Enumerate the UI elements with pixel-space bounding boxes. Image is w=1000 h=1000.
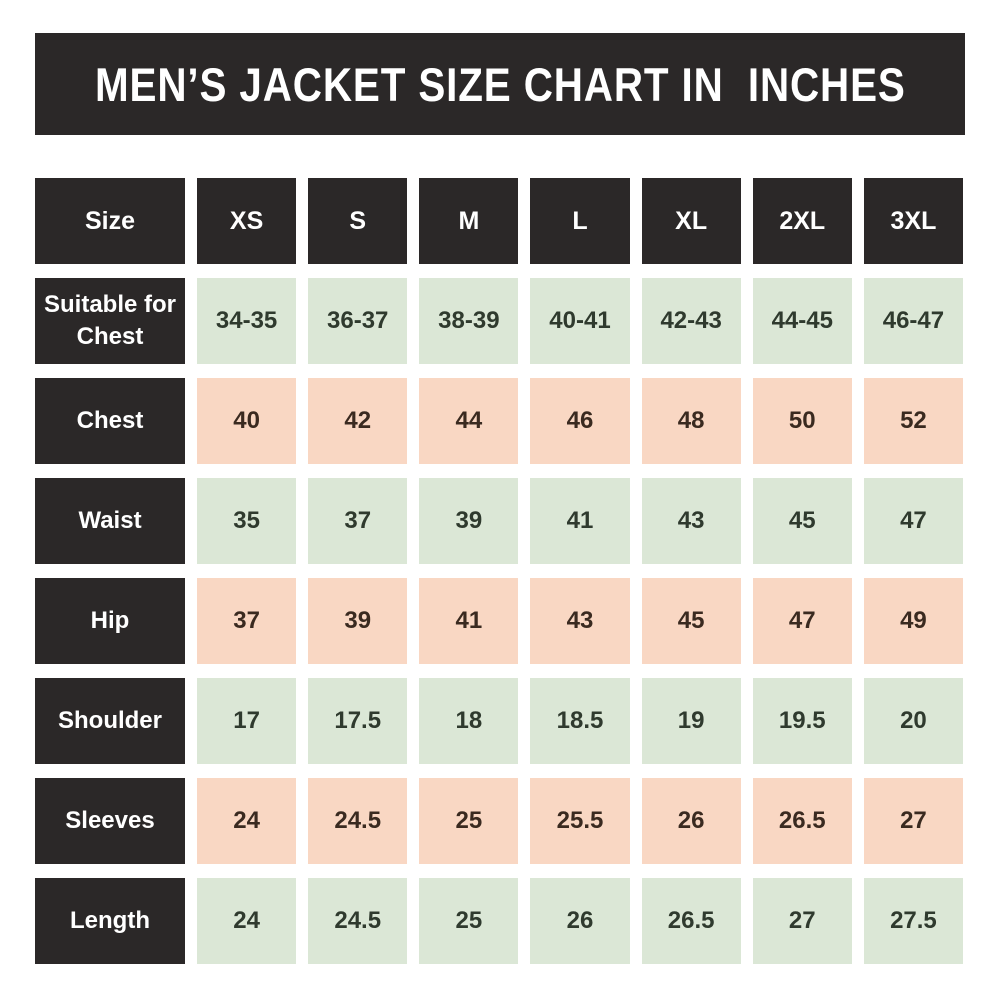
data-cell: 17.5 [308, 678, 408, 764]
data-cell: 18.5 [530, 678, 630, 764]
data-cell: 39 [308, 578, 408, 664]
data-cell: 49 [863, 578, 963, 664]
data-cell: 45 [752, 478, 852, 564]
column-header-xl: XL [641, 178, 741, 264]
row-label-length: Length [35, 878, 185, 964]
data-cell: 37 [197, 578, 297, 664]
data-cell: 27 [752, 878, 852, 964]
data-cell: 36-37 [308, 278, 408, 364]
data-cell: 48 [641, 378, 741, 464]
data-cell: 25 [419, 778, 519, 864]
data-cell: 25 [419, 878, 519, 964]
data-cell: 27 [863, 778, 963, 864]
data-cell: 45 [641, 578, 741, 664]
column-header-m: M [419, 178, 519, 264]
data-cell: 40-41 [530, 278, 630, 364]
data-cell: 44-45 [752, 278, 852, 364]
data-cell: 39 [419, 478, 519, 564]
data-cell: 24.5 [308, 778, 408, 864]
data-cell: 43 [641, 478, 741, 564]
column-header-l: L [530, 178, 630, 264]
column-header-3xl: 3XL [863, 178, 963, 264]
data-cell: 41 [419, 578, 519, 664]
row-label-hip: Hip [35, 578, 185, 664]
row-label-sleeves: Sleeves [35, 778, 185, 864]
row-label-chest: Chest [35, 378, 185, 464]
data-cell: 26 [641, 778, 741, 864]
data-cell: 19.5 [752, 678, 852, 764]
data-cell: 50 [752, 378, 852, 464]
data-cell: 35 [197, 478, 297, 564]
data-cell: 17 [197, 678, 297, 764]
data-cell: 34-35 [197, 278, 297, 364]
column-header-s: S [308, 178, 408, 264]
row-label-suitable-for-chest: Suitable for Chest [35, 278, 185, 364]
data-cell: 25.5 [530, 778, 630, 864]
data-cell: 18 [419, 678, 519, 764]
data-cell: 42-43 [641, 278, 741, 364]
data-cell: 47 [752, 578, 852, 664]
data-cell: 26 [530, 878, 630, 964]
data-cell: 37 [308, 478, 408, 564]
data-cell: 24.5 [308, 878, 408, 964]
data-cell: 43 [530, 578, 630, 664]
data-cell: 20 [863, 678, 963, 764]
data-cell: 24 [197, 878, 297, 964]
data-cell: 44 [419, 378, 519, 464]
data-cell: 52 [863, 378, 963, 464]
data-cell: 40 [197, 378, 297, 464]
data-cell: 38-39 [419, 278, 519, 364]
column-header-xs: XS [197, 178, 297, 264]
data-cell: 27.5 [863, 878, 963, 964]
page-title: MEN’S JACKET SIZE CHART IN INCHES [94, 57, 906, 111]
data-cell: 46-47 [863, 278, 963, 364]
column-header-2xl: 2XL [752, 178, 852, 264]
title-bar: MEN’S JACKET SIZE CHART IN INCHES [35, 33, 965, 135]
row-label-waist: Waist [35, 478, 185, 564]
data-cell: 26.5 [752, 778, 852, 864]
data-cell: 42 [308, 378, 408, 464]
data-cell: 26.5 [641, 878, 741, 964]
data-cell: 47 [863, 478, 963, 564]
row-label-shoulder: Shoulder [35, 678, 185, 764]
data-cell: 46 [530, 378, 630, 464]
data-cell: 24 [197, 778, 297, 864]
size-chart-table: Size XS S M L XL 2XL 3XL Suitable for Ch… [35, 178, 963, 964]
data-cell: 41 [530, 478, 630, 564]
column-header-size: Size [35, 178, 185, 264]
data-cell: 19 [641, 678, 741, 764]
